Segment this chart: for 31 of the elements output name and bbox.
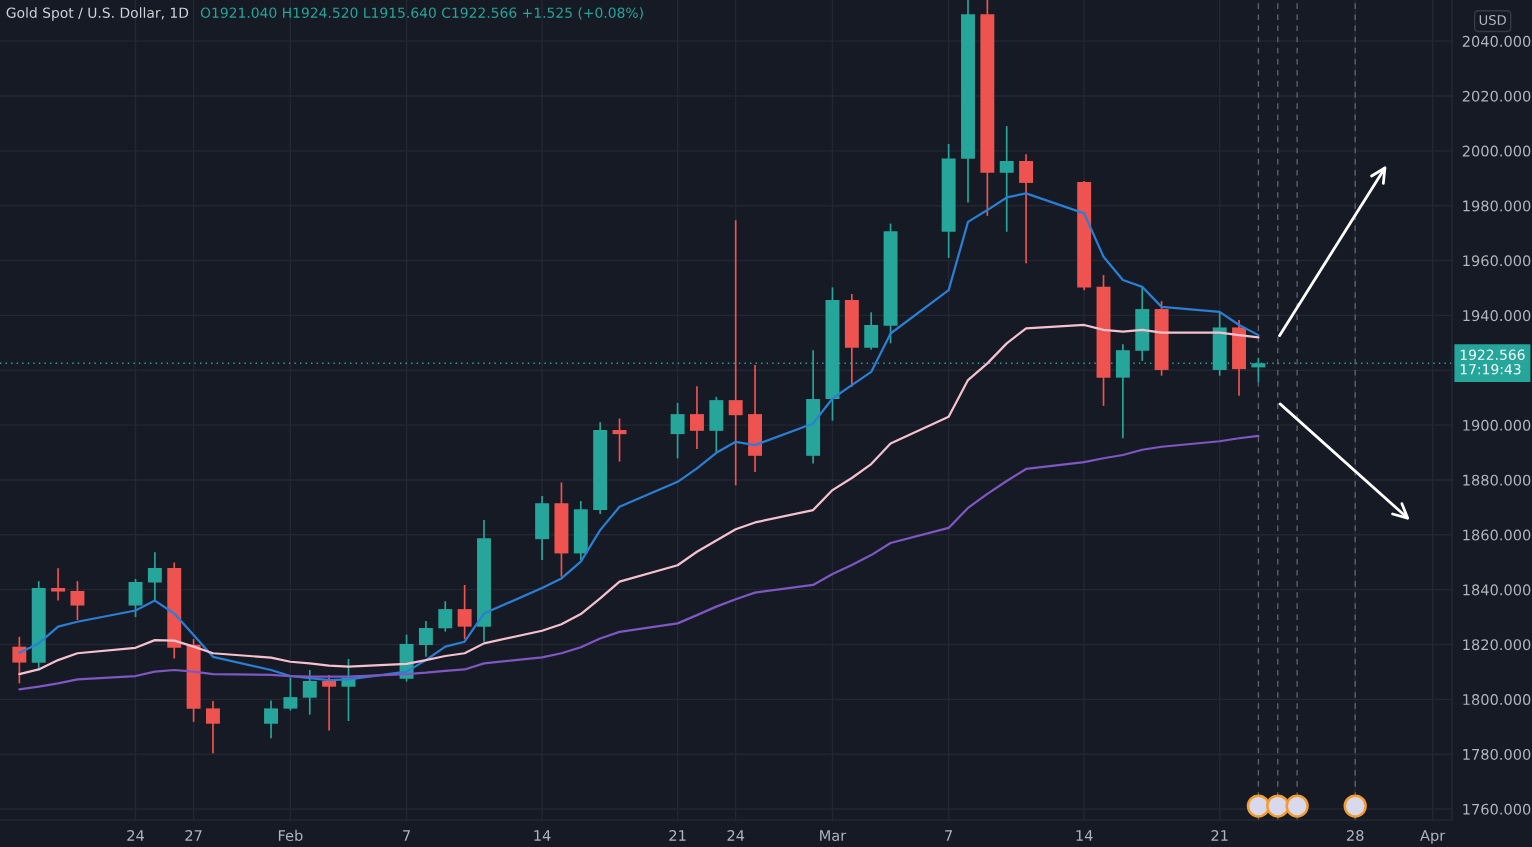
x-tick-label: 24 <box>727 829 745 841</box>
x-tick-label: Mar <box>820 830 847 842</box>
y-tick-label: 1880.000 <box>1463 474 1531 486</box>
y-tick-label: 1800.000 <box>1463 694 1531 706</box>
x-tick-label: 7 <box>945 830 953 841</box>
text: Gold Spot / U.S. Dollar, 1D <box>6 7 189 21</box>
x-tick-label: 21 <box>669 829 686 841</box>
y-tick-label: 1940.000 <box>1463 310 1531 322</box>
x-tick-label: 7 <box>403 830 410 841</box>
y-tick-label: 1760.000 <box>1463 803 1531 815</box>
y-tick-label: 1840.000 <box>1463 584 1531 596</box>
x-tick-label: Apr <box>1420 830 1446 844</box>
ref-line-label: 1922.566 17:19:43 <box>1460 349 1525 375</box>
x-tick-label: 28 <box>1346 829 1364 842</box>
y-tick-label: 2020.000 <box>1462 90 1531 102</box>
y-tick-label: 1860.000 <box>1463 529 1531 541</box>
y-tick-label: 2000.000 <box>1462 145 1531 157</box>
x-tick-label: 21 <box>1211 829 1228 841</box>
x-tick-label: 27 <box>185 829 202 841</box>
y-tick-label: 1980.000 <box>1463 200 1531 212</box>
x-tick-label: 14 <box>1076 830 1093 841</box>
x-tick-label: 24 <box>127 829 144 841</box>
y-tick-label: 1820.000 <box>1463 639 1531 651</box>
chart-subtitle: O1921.040 H1924.520 L1915.640 C1922.566 +1.525 (+0.08%) <box>200 7 643 20</box>
y-tick-label: 1780.000 <box>1463 748 1531 760</box>
y-tick-label: 1960.000 <box>1463 255 1531 267</box>
y-tick-label: 1900.000 <box>1463 419 1531 431</box>
y-tick-label: 2040.000 <box>1462 35 1531 47</box>
x-tick-label: 14 <box>534 830 551 841</box>
x-tick-label: Feb <box>278 829 303 842</box>
y-axis-title: USD <box>1479 14 1506 25</box>
